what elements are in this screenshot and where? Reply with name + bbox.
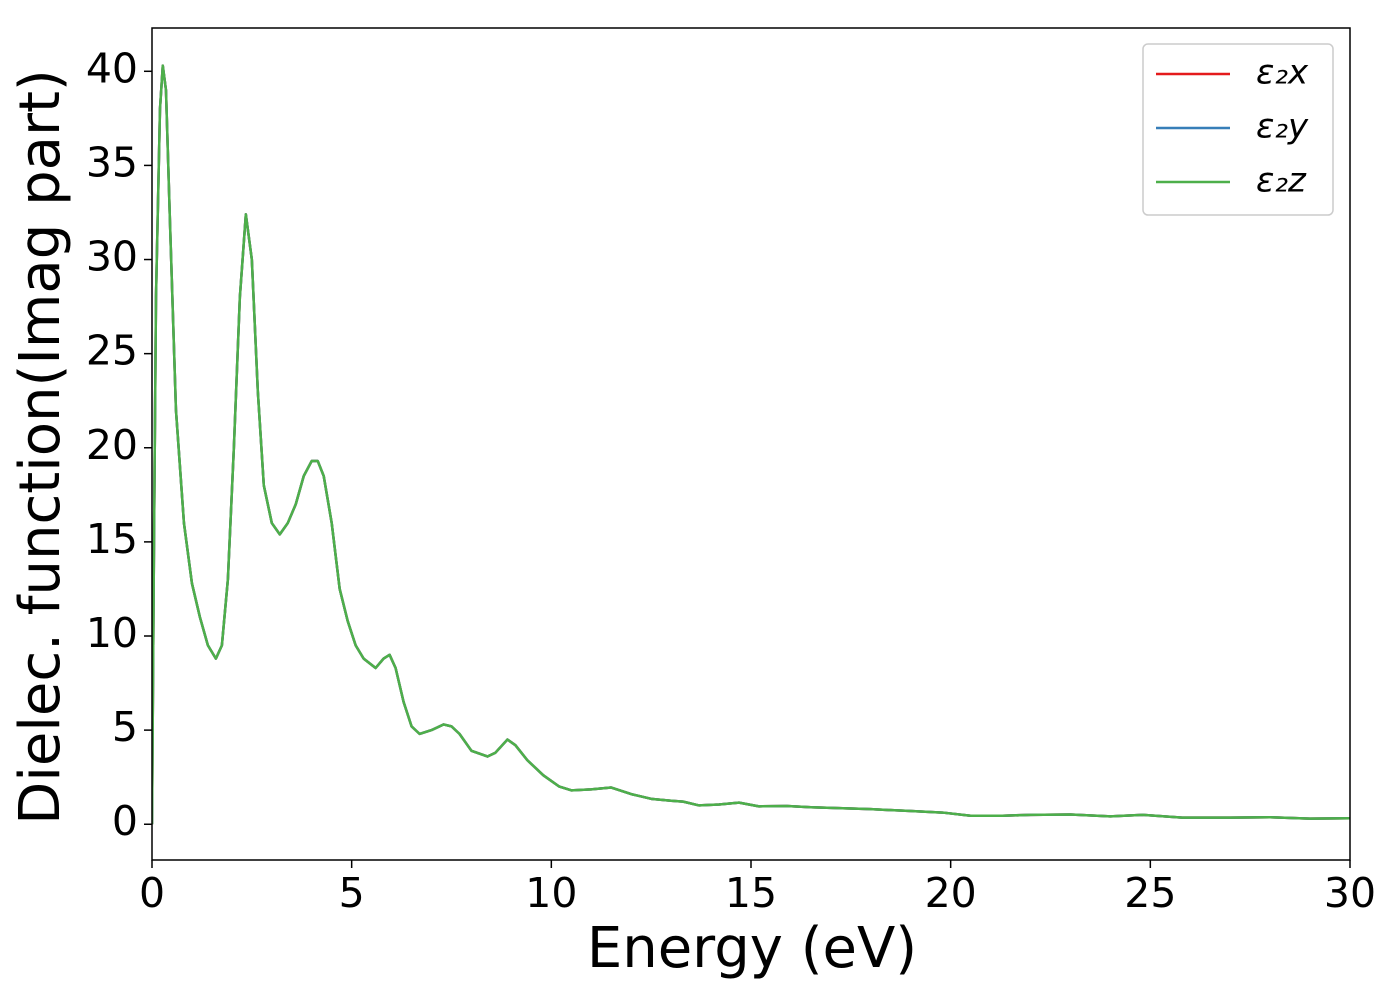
y-tick-label: 0 xyxy=(112,797,138,845)
x-tick-label: 10 xyxy=(525,869,577,917)
y-tick-label: 25 xyxy=(86,327,138,375)
y-axis-label: Dielec. function(Imag part) xyxy=(8,69,73,825)
series-line xyxy=(152,64,1350,825)
x-tick-label: 30 xyxy=(1324,869,1376,917)
x-axis-label: Energy (eV) xyxy=(587,916,917,981)
y-tick-label: 40 xyxy=(86,44,138,92)
y-tick-label: 30 xyxy=(86,233,138,281)
legend-box xyxy=(1142,43,1334,216)
plot-frame xyxy=(151,27,1351,861)
y-tick-label: 20 xyxy=(86,421,138,469)
x-tick-label: 0 xyxy=(139,869,165,917)
legend-label: ε₂y xyxy=(1256,107,1309,147)
y-tick-label: 5 xyxy=(112,703,138,751)
y-tick-label: 15 xyxy=(86,515,138,563)
x-tick-label: 15 xyxy=(725,869,777,917)
x-tick-label: 25 xyxy=(1124,869,1176,917)
x-tick-label: 20 xyxy=(925,869,977,917)
y-tick-label: 10 xyxy=(86,609,138,657)
x-tick-label: 5 xyxy=(339,869,365,917)
legend-label: ε₂z xyxy=(1256,161,1307,201)
legend-label: ε₂x xyxy=(1256,53,1309,93)
y-tick-label: 35 xyxy=(86,138,138,186)
